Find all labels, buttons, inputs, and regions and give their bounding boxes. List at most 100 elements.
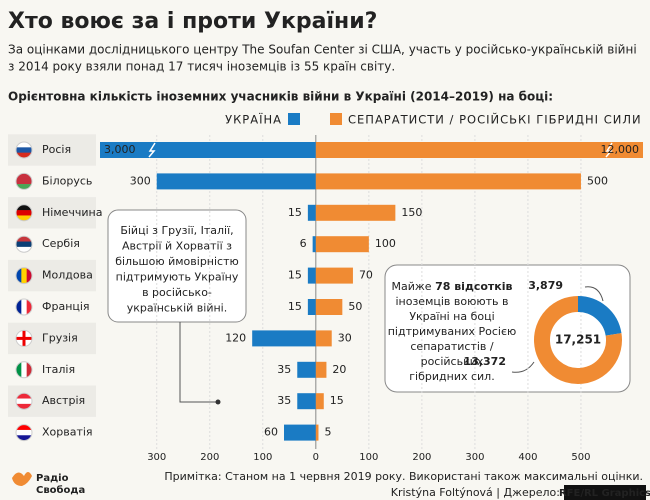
legend-swatch [288,113,300,125]
donut-note: іноземців воюють в [395,295,508,308]
stripe [16,299,22,315]
bar [315,361,327,378]
flag [15,172,33,190]
stripe [16,398,32,405]
x-tick-label: 500 [571,452,590,463]
annotation: підтримують Україну [116,271,239,284]
stripe [16,241,32,248]
flag [15,204,33,222]
flag-rim [15,172,33,190]
axis-break [605,142,613,158]
flag-rim [15,204,33,222]
flag-rim [15,361,33,379]
bar [156,173,316,190]
subtitle: За оцінками дослідницького центру The So… [8,43,637,57]
value-label: 6 [300,237,307,250]
stripe [16,236,32,242]
bar [315,236,369,253]
flag [15,329,33,347]
stripe [16,215,32,221]
value-label: 3,000 [104,143,136,156]
brand: RFE/RL Graphics [559,488,650,499]
donut-note: сепаратистів / [410,340,494,353]
stripe [26,361,32,378]
legend-label: УКРАЇНА [225,112,282,127]
stripe [16,267,22,284]
stripe [16,246,32,253]
bar [315,204,396,221]
logo-text: Свобода [36,484,85,496]
category-label: Грузія [42,331,78,344]
stripe [16,204,32,211]
bar [312,236,316,253]
value-label: 300 [130,174,151,187]
flag [15,392,33,410]
flag-body [16,361,32,378]
flag-rim [15,141,33,159]
stripe [16,178,32,185]
brand-box [564,485,646,500]
note-text: Майже [392,280,436,293]
value-label: 13,372 [464,355,506,368]
logo-text: Радіо [36,473,69,484]
category-label: Росія [42,143,71,156]
stripe [21,267,27,284]
callout-box [107,209,247,323]
category-label: Італія [42,363,75,376]
value-label: 100 [375,237,396,250]
donut-total: 17,251 [555,333,601,347]
value-label: 500 [587,174,608,187]
stripe [16,361,22,378]
stripe [16,435,32,441]
bar [284,424,316,441]
flag-body [16,267,32,284]
flag-rim [15,235,33,253]
flag-body [16,204,32,221]
bar [315,299,343,315]
flag-body [16,173,32,190]
flag [15,267,33,285]
value-label: 30 [338,331,352,344]
flag-body [16,299,32,315]
flag-rim [15,424,33,442]
flag-rim [15,329,33,347]
category-label: Австрія [42,394,85,407]
x-tick-label: 300 [465,452,484,463]
value-label: 35 [277,394,291,407]
flag-rim [15,392,33,410]
annotation: більшою ймовірністю [115,255,239,268]
category-label: Білорусь [42,174,92,187]
legend-label: СЕПАРАТИСТИ / РОСІЙСЬКІ ГІБРИДНІ СИЛИ [348,112,642,127]
value-label: 15 [288,206,302,219]
bar [315,424,319,441]
bar [252,330,316,347]
donut-segment [534,296,622,384]
category-label: Сербія [42,237,80,250]
bar [315,173,581,190]
x-tick-label: 300 [147,452,166,463]
value-label: 150 [401,206,422,219]
value-label: 60 [264,426,278,439]
note-bold: 78 відсотків [435,280,512,293]
x-tick-label: 0 [313,452,319,463]
chart-title: Орієнтовна кількість іноземних учасників… [8,90,553,104]
value-label: 35 [277,363,291,376]
stripe [16,142,32,148]
stripe [16,429,32,436]
flag-body [16,393,32,410]
arrow [584,286,604,302]
axis-break [148,142,156,158]
stripe [16,393,32,399]
flag-rim [15,267,33,285]
value-label: 15 [288,269,302,282]
x-tick-label: 100 [253,452,272,463]
flag-body [16,330,32,347]
value-label: 12,000 [601,143,640,156]
stripe [16,184,32,190]
value-label: 20 [332,363,346,376]
title: Хто воює за і проти України? [8,9,377,34]
legend-swatch [330,113,342,125]
annotation: в російсько- [142,286,212,299]
stripe [16,210,32,216]
